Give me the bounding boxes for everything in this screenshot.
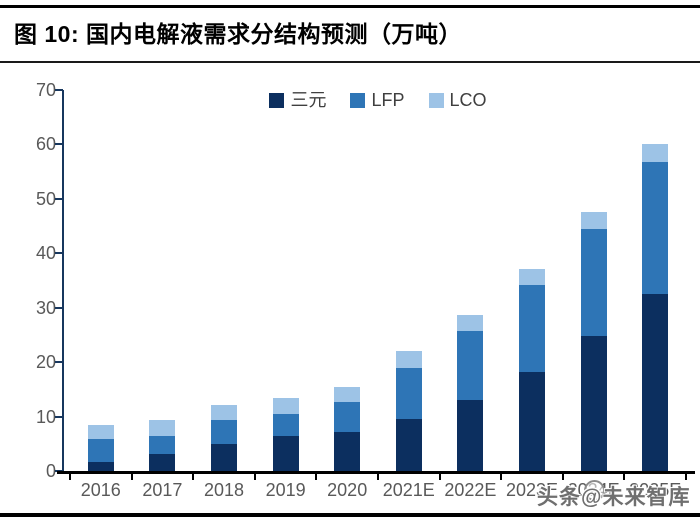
y-tick-mark (55, 252, 63, 255)
x-tick-mark (315, 473, 318, 480)
x-axis-label-2020: 2020 (327, 480, 368, 500)
legend-label-LCO: LCO (449, 90, 487, 110)
y-tick-label: 60 (35, 134, 56, 155)
bar-segment-三元-2016 (87, 462, 114, 471)
bar-segment-三元-2024E (580, 336, 607, 471)
bar-segment-LFP-2017 (149, 436, 176, 454)
bar-segment-LFP-2020 (334, 401, 361, 432)
bar-segment-三元-2019 (272, 436, 299, 471)
bar-segment-LFP-2019 (272, 414, 299, 437)
x-tick-mark (623, 473, 626, 480)
x-tick-mark (438, 473, 441, 480)
x-axis-label-2017: 2017 (142, 480, 183, 500)
y-axis-line (62, 90, 64, 473)
x-axis-label-2016: 2016 (80, 480, 121, 500)
bar-segment-LCO-2025E (642, 144, 669, 163)
watermark: 头条@未来智库 (537, 486, 691, 509)
x-axis-label-2022E: 2022E (444, 480, 497, 500)
bar-segment-LCO-2017 (149, 419, 176, 437)
x-tick-mark (685, 473, 687, 480)
bar-segment-LCO-2023E (519, 268, 545, 285)
bar-segment-LCO-2024E (580, 212, 607, 230)
y-tick-mark (55, 143, 63, 146)
y-tick-label: 40 (35, 243, 56, 264)
x-axis-label-2019: 2019 (265, 480, 306, 500)
bar-segment-LFP-2023E (519, 284, 545, 372)
legend-item-三元: 三元 (269, 91, 326, 109)
x-axis-line (57, 471, 695, 474)
bar-segment-LCO-2019 (272, 397, 299, 415)
x-tick-mark (377, 473, 379, 480)
bar-segment-LFP-2024E (580, 229, 607, 336)
y-tick-mark (55, 415, 63, 418)
figure-title: 图 10: 国内电解液需求分结构预测（万吨） (14, 21, 463, 47)
y-tick-label: 50 (35, 188, 56, 209)
x-axis-label-2021E: 2021E (382, 480, 435, 500)
bar-segment-三元-2022E (457, 400, 484, 471)
bar-segment-三元-2025E (642, 294, 669, 471)
x-tick-mark (192, 473, 195, 480)
bar-segment-LCO-2020 (334, 387, 361, 402)
legend-swatch-LFP (350, 92, 366, 108)
bar-segment-三元-2017 (149, 453, 176, 471)
bar-segment-LCO-2022E (457, 315, 484, 331)
top-border-line (0, 5, 700, 8)
bar-segment-三元-2021E (395, 419, 422, 471)
x-tick-mark (561, 473, 564, 480)
y-tick-mark (55, 361, 63, 364)
title-divider-line (0, 61, 700, 63)
legend-swatch-LCO (428, 92, 444, 108)
y-tick-mark (55, 197, 63, 200)
y-tick-label: 10 (35, 406, 56, 427)
bar-segment-LFP-2016 (87, 439, 114, 463)
bar-segment-三元-2018 (211, 443, 237, 471)
bar-segment-LFP-2022E (457, 330, 484, 401)
y-tick-label: 20 (35, 352, 56, 373)
x-axis-label-2018: 2018 (203, 480, 244, 500)
x-tick-mark (130, 473, 133, 480)
bottom-border-line (0, 513, 700, 517)
bar-segment-LCO-2016 (87, 425, 114, 440)
watermark-logo (584, 480, 605, 501)
bar-segment-LFP-2021E (395, 367, 422, 420)
legend-item-LCO: LCO (428, 90, 487, 110)
bar-segment-LCO-2021E (395, 351, 422, 368)
legend-item-LFP: LFP (350, 90, 405, 110)
x-tick-mark (500, 473, 503, 480)
x-axis-label-2023E: 2023E (505, 480, 559, 500)
legend-swatch-三元 (269, 92, 285, 108)
bar-segment-三元-2023E (519, 371, 545, 471)
x-axis-label-2025E: 2025E (629, 480, 682, 500)
bar-segment-LFP-2025E (642, 162, 669, 295)
bar-segment-三元-2020 (334, 431, 361, 471)
y-tick-label: 30 (35, 297, 56, 318)
legend-label-三元: 三元 (290, 90, 327, 110)
y-tick-label: 70 (35, 80, 56, 100)
x-tick-mark (69, 473, 71, 480)
legend-label-LFP: LFP (371, 90, 405, 110)
y-tick-mark (55, 306, 63, 309)
bar-segment-LCO-2018 (211, 404, 237, 420)
bar-segment-LFP-2018 (211, 419, 237, 444)
y-tick-label: 0 (45, 461, 56, 481)
y-tick-mark (55, 89, 63, 91)
x-tick-mark (253, 473, 256, 480)
chart-legend: 三元 LFP LCO (56, 90, 700, 110)
